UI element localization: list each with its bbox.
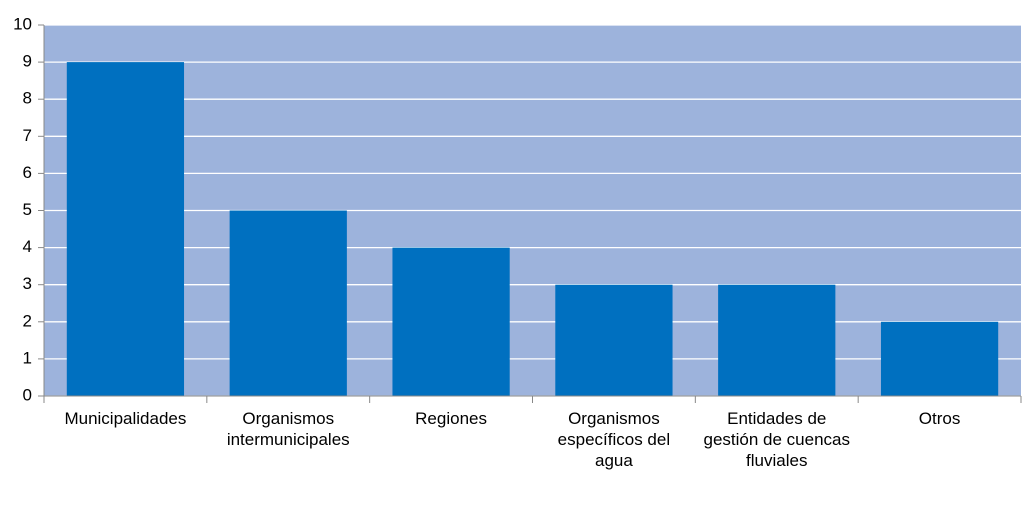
- y-tick-label: 10: [13, 14, 32, 33]
- x-tick-label: Otros: [918, 409, 961, 428]
- y-tick-label: 1: [23, 348, 32, 367]
- y-tick-label: 2: [23, 311, 32, 330]
- bar: [392, 247, 510, 396]
- bar: [555, 284, 673, 396]
- bar: [229, 210, 347, 396]
- y-tick-label: 9: [23, 52, 32, 71]
- y-tick-label: 5: [23, 200, 32, 219]
- y-tick-label: 8: [23, 89, 32, 108]
- y-tick-label: 0: [23, 385, 32, 404]
- y-tick-label: 3: [23, 274, 32, 293]
- y-tick-label: 6: [23, 163, 32, 182]
- x-tick-label: Organismos específicos del agua: [557, 409, 671, 470]
- bar: [880, 321, 999, 396]
- bar: [66, 62, 185, 396]
- x-tick-label: Municipalidades: [64, 409, 187, 428]
- x-tick-label: Entidades de gestión de cuencas fluviale…: [703, 409, 851, 470]
- y-tick-label: 4: [23, 237, 32, 256]
- bar: [718, 284, 836, 396]
- x-tick-label: Organismos intermunicipales: [226, 409, 350, 449]
- x-tick-label: Regiones: [415, 409, 487, 428]
- y-tick-label: 7: [23, 126, 32, 145]
